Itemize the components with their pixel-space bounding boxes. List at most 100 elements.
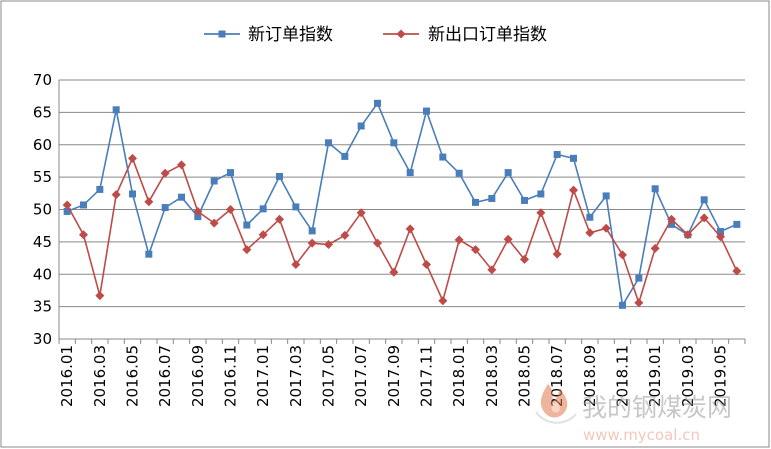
flame-logo-icon	[535, 384, 577, 424]
data-point	[63, 207, 71, 215]
legend: 新订单指数 新出口订单指数	[204, 25, 547, 45]
data-point	[210, 177, 218, 185]
data-point	[308, 227, 316, 235]
data-point	[128, 153, 137, 163]
data-point	[667, 214, 676, 224]
x-tick-label: 2018.11	[614, 345, 632, 407]
data-point	[307, 238, 317, 248]
data-point	[406, 169, 414, 177]
series-layer	[62, 99, 742, 309]
watermark: 我的钢煤炭网 www.mycoal.cn	[535, 384, 732, 444]
data-point	[259, 205, 267, 213]
data-point	[357, 122, 365, 130]
legend-label: 新订单指数	[248, 25, 333, 45]
data-point	[700, 196, 708, 204]
data-point	[194, 213, 202, 221]
data-point	[79, 230, 88, 240]
data-point	[520, 254, 529, 264]
x-tick-label: 2016.09	[189, 345, 207, 407]
data-point	[454, 235, 464, 245]
data-point	[242, 245, 252, 255]
data-point	[618, 250, 627, 260]
data-point	[487, 265, 497, 275]
x-tick-label: 2016.11	[222, 345, 240, 407]
data-point	[112, 106, 120, 114]
data-point	[602, 192, 610, 200]
y-tick-label: 50	[33, 201, 52, 219]
gridlines	[59, 79, 745, 308]
data-point	[341, 152, 349, 160]
x-tick-label: 2017.09	[385, 345, 403, 407]
data-point	[292, 203, 300, 211]
data-point	[390, 139, 398, 147]
data-point	[111, 190, 121, 200]
data-point	[178, 193, 185, 201]
data-point	[340, 230, 350, 240]
data-point	[276, 172, 283, 180]
legend-item: 新订单指数	[204, 25, 333, 45]
x-tick-label: 2017.11	[418, 345, 436, 407]
data-point	[650, 243, 660, 253]
data-point	[569, 185, 578, 195]
data-point	[683, 230, 693, 240]
data-point	[521, 196, 528, 204]
data-point	[651, 185, 659, 193]
data-point	[177, 160, 186, 170]
data-point	[373, 238, 382, 248]
data-point	[405, 224, 415, 234]
x-tick-label: 2018.01	[450, 345, 468, 407]
data-point	[439, 153, 447, 161]
data-point	[585, 228, 595, 238]
y-tick-labels: 30 35 40 45 50 55 60 65 70	[33, 71, 52, 348]
data-point	[438, 296, 448, 306]
data-point	[586, 213, 594, 221]
data-point	[226, 205, 235, 214]
data-point	[635, 274, 643, 282]
data-point	[95, 291, 105, 301]
data-point	[161, 204, 169, 212]
x-tick-label: 2016.01	[58, 345, 76, 407]
data-point	[258, 230, 268, 240]
data-point	[537, 190, 545, 198]
y-tick-label: 30	[33, 330, 52, 348]
data-point	[243, 221, 251, 229]
data-point	[291, 260, 301, 270]
data-point	[455, 169, 463, 177]
data-point	[396, 29, 406, 39]
x-tick-label: 2017.01	[254, 345, 272, 407]
data-point	[553, 150, 561, 158]
data-point	[732, 266, 742, 276]
data-point	[668, 220, 675, 228]
data-point	[423, 107, 430, 115]
data-point	[503, 234, 513, 244]
data-point	[62, 200, 72, 210]
data-point	[193, 206, 203, 216]
data-point	[716, 232, 725, 242]
data-point	[422, 260, 431, 270]
x-tick-label: 2019.01	[646, 345, 664, 407]
x-tick-label: 2018.05	[516, 345, 534, 407]
x-tick-label: 2016.05	[124, 345, 142, 407]
data-point	[733, 220, 741, 228]
x-tick-label: 2016.07	[156, 345, 174, 407]
data-point	[209, 218, 219, 228]
x-tick-label: 2017.05	[320, 345, 338, 407]
legend-label: 新出口订单指数	[428, 25, 547, 45]
x-tick-label: 2017.07	[352, 345, 370, 407]
watermark-url: www.mycoal.cn	[583, 426, 700, 444]
data-point	[601, 223, 611, 233]
data-point	[160, 168, 170, 178]
y-tick-label: 40	[33, 265, 52, 283]
data-point	[129, 190, 136, 198]
x-tick-labels: 2016.01 2016.03 2016.05 2016.07 2016.09 2016.…	[58, 345, 729, 407]
x-tick-label: 2018.03	[483, 345, 501, 407]
data-point	[275, 214, 284, 224]
data-point	[570, 154, 577, 162]
data-point	[699, 213, 709, 223]
data-point	[488, 194, 496, 202]
y-tick-label: 35	[33, 298, 52, 316]
data-point	[144, 197, 154, 207]
